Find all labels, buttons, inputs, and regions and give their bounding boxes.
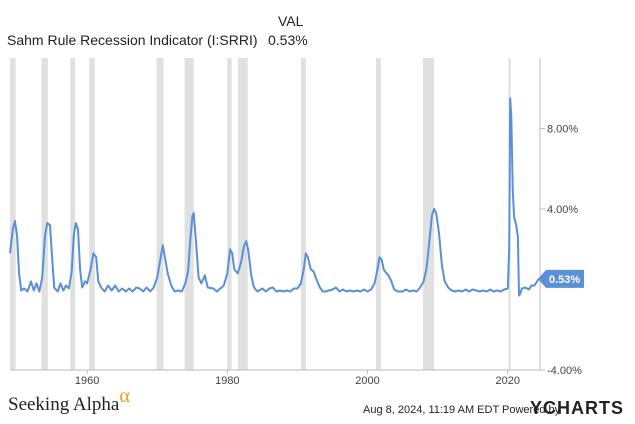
legend-series-value: 0.53% [268, 32, 308, 48]
seeking-alpha-logo: Seeking Alphaα [8, 385, 130, 416]
y-tick-label: -4.00% [547, 365, 582, 377]
ycharts-logo[interactable]: YCHARTS [530, 398, 624, 419]
footer-credit: Aug 8, 2024, 11:19 AM EDT Powered by [363, 404, 560, 416]
y-tick-label: 4.00% [547, 204, 578, 216]
recession-band [156, 58, 164, 370]
y-axis-ticks: -4.00% 4.00% 8.00% [540, 123, 582, 377]
last-value-badge-shape [538, 269, 584, 288]
recession-band [184, 58, 194, 370]
ycharts-logo-text: YCHARTS [530, 398, 625, 418]
x-tick-label: 2000 [355, 375, 379, 387]
x-axis-ticks: 1960 1980 2000 2020 [75, 370, 520, 387]
last-value-badge-label: 0.53% [549, 274, 580, 286]
recession-band [422, 58, 435, 370]
recession-band [375, 58, 381, 370]
legend: VAL Sahm Rule Recession Indicator (I:SRR… [0, 0, 635, 52]
x-tick-label: 2020 [496, 375, 520, 387]
recession-band [70, 58, 76, 370]
recession-band [10, 58, 16, 370]
recession-band [227, 58, 232, 370]
legend-series-name[interactable]: Sahm Rule Recession Indicator (I:SRRI) [7, 32, 258, 48]
y-tick-label: 8.00% [547, 123, 578, 135]
x-tick-label: 1980 [215, 375, 239, 387]
alpha-symbol: α [119, 385, 130, 407]
legend-column-header: VAL [278, 13, 304, 29]
recession-band [300, 58, 306, 370]
last-value-badge: 0.53% [538, 269, 584, 288]
recession-band [41, 58, 48, 370]
timestamp: Aug 8, 2024, 11:19 AM EDT [363, 404, 499, 416]
recession-band [89, 58, 95, 370]
x-tick-label: 1960 [75, 375, 99, 387]
recession-band [237, 58, 248, 370]
series-line-srri[interactable] [9, 97, 540, 297]
powered-by-label: Powered by [502, 404, 561, 416]
brand-name: Seeking Alpha [8, 394, 120, 415]
